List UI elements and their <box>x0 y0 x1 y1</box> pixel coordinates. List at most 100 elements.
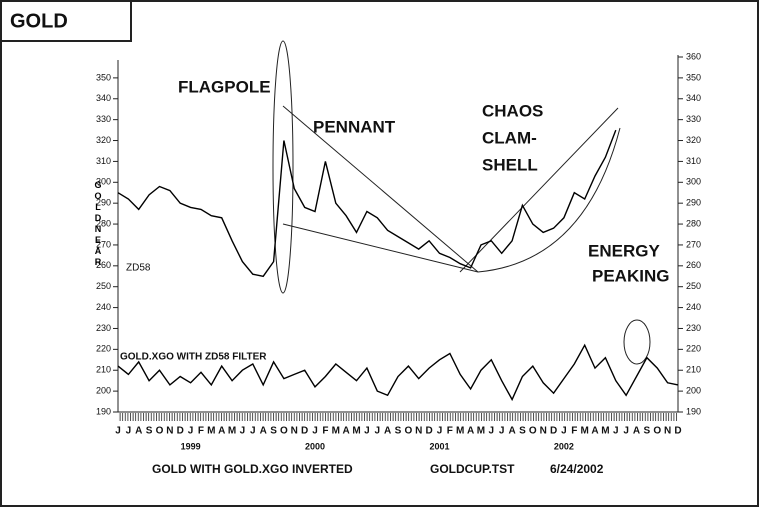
minor-ticks <box>118 413 678 421</box>
x-year-label: 2002 <box>554 441 574 451</box>
x-tick-label: J <box>561 426 567 437</box>
x-tick-label: S <box>519 426 526 437</box>
y-tick-label: 280 <box>96 218 111 228</box>
y2-tick-label: 360 <box>686 51 701 61</box>
y2-tick-label: 190 <box>686 406 701 416</box>
y-tick-label: 260 <box>96 260 111 270</box>
y-tick-label: 240 <box>96 302 111 312</box>
y-tick-label: 310 <box>96 156 111 166</box>
x-tick-label: J <box>115 426 121 437</box>
x-tick-label: D <box>550 426 557 437</box>
x-tick-label: A <box>384 426 391 437</box>
x-tick-label: S <box>395 426 402 437</box>
y-tick-label: 350 <box>96 72 111 82</box>
y2-tick-label: 300 <box>686 177 701 187</box>
y-axis-label: GOLD NEAR <box>94 180 102 267</box>
y-tick-label: 230 <box>96 323 111 333</box>
annotation: ENERGY <box>588 241 660 260</box>
y2-tick-label: 250 <box>686 281 701 291</box>
annotation: FLAGPOLE <box>178 77 271 96</box>
y2-tick-label: 230 <box>686 323 701 333</box>
y2-tick-label: 340 <box>686 93 701 103</box>
x-tick-label: M <box>456 426 464 437</box>
series-label: GOLD.XGO WITH ZD58 FILTER <box>120 352 267 363</box>
x-tick-label: M <box>228 426 236 437</box>
x-tick-label: A <box>343 426 350 437</box>
x-tick-label: J <box>623 426 629 437</box>
annotation: PENNANT <box>313 117 396 136</box>
x-tick-label: D <box>425 426 432 437</box>
x-tick-label: M <box>207 426 215 437</box>
y2-tick-label: 320 <box>686 135 701 145</box>
y-tick-label: 220 <box>96 344 111 354</box>
y-tick-label: 300 <box>96 177 111 187</box>
title-box <box>0 0 132 42</box>
x-tick-label: J <box>374 426 380 437</box>
y2-tick-label: 310 <box>686 156 701 166</box>
x-tick-label: J <box>240 426 246 437</box>
x-tick-label: J <box>126 426 132 437</box>
y2-tick-label: 200 <box>686 385 701 395</box>
y2-tick-label: 280 <box>686 218 701 228</box>
chart-title: GOLD <box>10 10 68 32</box>
footer: GOLD WITH GOLD.XGO INVERTED <box>152 462 353 476</box>
x-year-label: 1999 <box>181 441 201 451</box>
x-tick-label: M <box>477 426 485 437</box>
x-tick-label: A <box>135 426 142 437</box>
y2-tick-label: 220 <box>686 344 701 354</box>
x-tick-label: J <box>499 426 505 437</box>
y-tick-label: 270 <box>96 239 111 249</box>
x-tick-label: A <box>508 426 515 437</box>
x-tick-label: J <box>364 426 370 437</box>
annotation: SHELL <box>482 155 538 174</box>
y-tick-label: 290 <box>96 198 111 208</box>
x-tick-label: J <box>489 426 495 437</box>
x-tick-label: M <box>352 426 360 437</box>
y2-tick-label: 290 <box>686 198 701 208</box>
x-tick-label: O <box>156 426 164 437</box>
footer: 6/24/2002 <box>550 462 604 476</box>
pattern-drawings <box>272 40 651 365</box>
x-tick-label: M <box>601 426 609 437</box>
x-tick-label: N <box>166 426 173 437</box>
x-tick-label: D <box>674 426 681 437</box>
x-tick-label: O <box>280 426 288 437</box>
x-tick-label: J <box>613 426 619 437</box>
x-tick-label: J <box>188 426 194 437</box>
annotation: PEAKING <box>592 266 669 285</box>
annotation: ZD58 <box>126 263 151 274</box>
y-tick-label: 340 <box>96 93 111 103</box>
x-tick-label: A <box>218 426 225 437</box>
y2-tick-label: 330 <box>686 114 701 124</box>
x-tick-label: J <box>250 426 256 437</box>
x-tick-label: F <box>322 426 328 437</box>
x-tick-label: A <box>591 426 598 437</box>
x-year-label: 2000 <box>305 441 325 451</box>
y2-tick-label: 350 <box>686 72 701 82</box>
x-tick-label: F <box>447 426 453 437</box>
x-tick-label: F <box>571 426 577 437</box>
x-tick-label: N <box>540 426 547 437</box>
x-tick-label: O <box>404 426 412 437</box>
x-tick-label: N <box>664 426 671 437</box>
y2-tick-label: 260 <box>686 260 701 270</box>
series-line <box>117 343 679 402</box>
footer: GOLDCUP.TST <box>430 462 515 476</box>
y-tick-label: 200 <box>96 385 111 395</box>
x-tick-label: N <box>291 426 298 437</box>
annotation: CHAOS <box>482 101 543 120</box>
y2-tick-label: 210 <box>686 365 701 375</box>
y2-tick-label: 240 <box>686 302 701 312</box>
x-tick-label: F <box>198 426 204 437</box>
x-tick-label: S <box>270 426 277 437</box>
x-tick-label: O <box>529 426 537 437</box>
y-tick-label: 250 <box>96 281 111 291</box>
x-tick-label: M <box>580 426 588 437</box>
y-tick-label: 330 <box>96 114 111 124</box>
x-tick-label: M <box>332 426 340 437</box>
x-tick-label: O <box>653 426 661 437</box>
x-tick-label: J <box>312 426 318 437</box>
